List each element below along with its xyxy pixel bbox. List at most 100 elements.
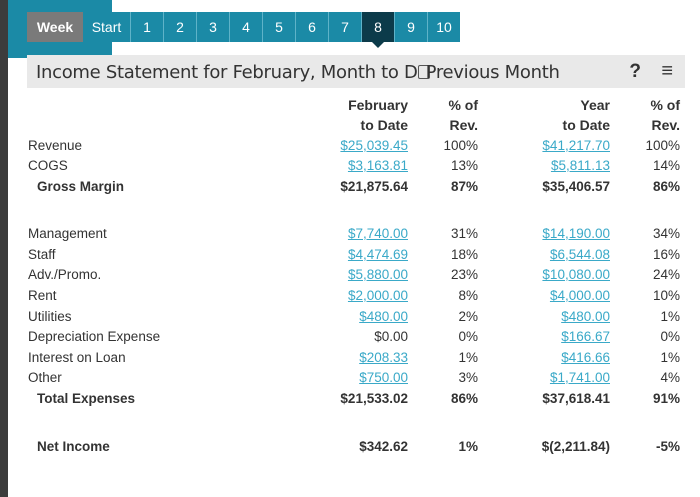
february-pct: 23% — [450, 267, 478, 282]
ytd-pct: 1% — [660, 350, 680, 365]
tab-4[interactable]: 4 — [229, 12, 262, 42]
row-label: Rent — [28, 288, 57, 303]
ytd-value[interactable]: $480.00 — [561, 309, 610, 324]
row-label: Interest on Loan — [28, 350, 126, 365]
row-label: Staff — [28, 247, 56, 262]
february-value[interactable]: $2,000.00 — [347, 288, 408, 303]
tab-9[interactable]: 9 — [394, 12, 427, 42]
help-icon[interactable]: ? — [629, 61, 641, 82]
ytd-pct: 100% — [645, 138, 680, 153]
ytd-pct: 14% — [652, 158, 680, 173]
ytd-value[interactable]: $10,080.00 — [542, 267, 610, 282]
tab-2[interactable]: 2 — [163, 12, 196, 42]
ytd-value[interactable]: $5,811.13 — [550, 158, 610, 173]
tab-10[interactable]: 10 — [427, 12, 460, 42]
ytd-pct: 34% — [652, 226, 680, 241]
ytd-value: $(2,211.84) — [541, 439, 610, 454]
february-pct: 2% — [458, 309, 478, 324]
february-value: $21,533.02 — [340, 391, 408, 406]
page-title: Income Statement for February, Month to … — [36, 62, 560, 83]
column-header: % of — [650, 97, 680, 113]
statement-header: Income Statement for February, Month to … — [27, 55, 685, 88]
table-row: Interest on Loan $208.33 1% $416.66 1% — [0, 348, 700, 368]
table-row: Rent $2,000.00 8% $4,000.00 10% — [0, 286, 700, 306]
february-value[interactable]: $4,474.69 — [347, 247, 408, 262]
table-row: Depreciation Expense $0.00 0% $166.67 0% — [0, 327, 700, 347]
ytd-value: $35,406.57 — [542, 179, 610, 194]
ytd-value[interactable]: $1,741.00 — [549, 370, 610, 385]
february-pct: 86% — [450, 391, 478, 406]
row-label: Net Income — [37, 439, 110, 454]
row-label: Total Expenses — [37, 391, 136, 406]
column-header: Year — [580, 97, 610, 113]
tab-5[interactable]: 5 — [262, 12, 295, 42]
ytd-pct: 0% — [660, 329, 680, 344]
table-row: COGS $3,163.81 13% $5,811.13 14% — [0, 156, 700, 176]
february-pct: 31% — [450, 226, 478, 241]
checkbox-icon[interactable] — [417, 65, 430, 79]
february-value: $342.62 — [359, 439, 408, 454]
table-row: Revenue $25,039.45 100% $41,217.70 100% — [0, 136, 700, 156]
ytd-value[interactable]: $41,217.70 — [542, 138, 610, 153]
row-label: Gross Margin — [37, 179, 125, 194]
row-label: Adv./Promo. — [28, 267, 102, 282]
table-row: Other $750.00 3% $1,741.00 4% — [0, 368, 700, 388]
ytd-value[interactable]: $4,000.00 — [549, 288, 610, 303]
table-row: Net Income $342.62 1% $(2,211.84) -5% — [0, 437, 700, 457]
previous-month-link[interactable]: Previous Month — [425, 62, 560, 83]
table-row: Gross Margin $21,875.64 87% $35,406.57 86% — [0, 177, 700, 197]
table-row: Total Expenses $21,533.02 86% $37,618.41 91% — [0, 389, 700, 409]
ytd-value[interactable]: $416.66 — [561, 350, 610, 365]
february-value[interactable]: $208.33 — [359, 350, 408, 365]
ytd-pct: 16% — [652, 247, 680, 262]
february-value[interactable]: $5,880.00 — [347, 267, 408, 282]
ytd-value[interactable]: $6,544.08 — [549, 247, 610, 262]
february-pct: 1% — [458, 439, 478, 454]
menu-icon[interactable]: ≡ — [661, 60, 673, 82]
column-header: Rev. — [651, 117, 680, 133]
table-row: Adv./Promo. $5,880.00 23% $10,080.00 24% — [0, 265, 700, 285]
table-row: Utilities $480.00 2% $480.00 1% — [0, 307, 700, 327]
february-value[interactable]: $7,740.00 — [347, 226, 408, 241]
ytd-pct: 86% — [652, 179, 680, 194]
february-value: $0.00 — [374, 329, 408, 344]
row-label: COGS — [28, 158, 68, 173]
column-header: to Date — [562, 117, 610, 133]
column-header: February — [348, 97, 408, 113]
february-pct: 100% — [443, 138, 478, 153]
february-value[interactable]: $750.00 — [359, 370, 408, 385]
ytd-pct: 24% — [652, 267, 680, 282]
february-value: $21,875.64 — [340, 179, 408, 194]
row-label: Depreciation Expense — [28, 329, 161, 344]
february-pct: 13% — [450, 158, 478, 173]
table-row: Staff $4,474.69 18% $6,544.08 16% — [0, 245, 700, 265]
row-label: Other — [28, 370, 62, 385]
february-pct: 87% — [450, 179, 478, 194]
ytd-pct: -5% — [655, 439, 680, 454]
february-pct: 3% — [458, 370, 478, 385]
february-value[interactable]: $3,163.81 — [347, 158, 408, 173]
tab-start[interactable]: Start — [91, 19, 122, 35]
february-value[interactable]: $480.00 — [359, 309, 408, 324]
column-header-row: to Date Rev. to Date Rev. — [0, 115, 700, 135]
column-header: to Date — [360, 117, 408, 133]
tab-1[interactable]: 1 — [130, 12, 163, 42]
tab-8[interactable]: 8 — [361, 12, 394, 48]
row-label: Management — [28, 226, 107, 241]
february-pct: 8% — [458, 288, 478, 303]
tab-3[interactable]: 3 — [196, 12, 229, 42]
february-value[interactable]: $25,039.45 — [340, 138, 408, 153]
table-row: Management $7,740.00 31% $14,190.00 34% — [0, 224, 700, 244]
week-tabs: Week Start 1 2 3 4 5 6 7 8 9 10 — [27, 12, 460, 48]
february-pct: 1% — [458, 350, 478, 365]
left-edge-bar — [0, 0, 8, 497]
tab-7[interactable]: 7 — [328, 12, 361, 42]
column-header: % of — [448, 97, 478, 113]
column-header-row: February % of Year % of — [0, 95, 700, 115]
tab-6[interactable]: 6 — [295, 12, 328, 42]
tab-week[interactable]: Week — [27, 12, 83, 42]
ytd-value[interactable]: $166.67 — [561, 329, 610, 344]
ytd-value[interactable]: $14,190.00 — [542, 226, 610, 241]
february-pct: 0% — [458, 329, 478, 344]
ytd-pct: 4% — [660, 370, 680, 385]
